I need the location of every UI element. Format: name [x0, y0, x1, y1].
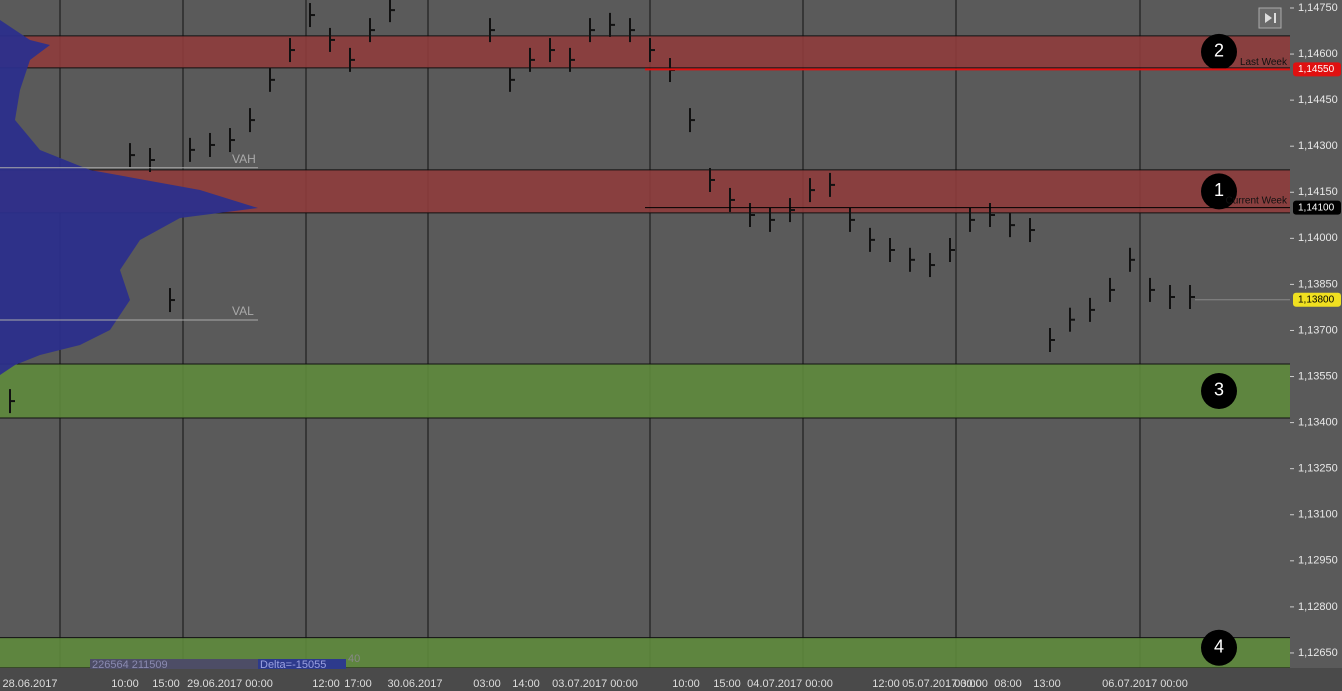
count-stats: 40: [348, 653, 360, 665]
value-area-label: VAH: [232, 152, 256, 166]
x-tick-label: 06.07.2017 00:00: [1102, 678, 1188, 690]
delta-box: [258, 659, 346, 669]
y-tick-label: 1,14000: [1298, 232, 1338, 244]
stats-box: [90, 659, 260, 669]
y-tick-label: 1,13100: [1298, 509, 1338, 521]
time-axis: [0, 668, 1342, 691]
level-label: 1,13800: [1298, 294, 1335, 305]
zone: [0, 35, 1290, 68]
x-tick-label: 08:00: [994, 678, 1022, 690]
level-tag: [1293, 292, 1341, 307]
x-tick-label: 04.07.2017 00:00: [747, 678, 833, 690]
y-tick-label: 1,12650: [1298, 647, 1338, 659]
level-label: 1,14550: [1298, 64, 1335, 75]
zone-badge: [1201, 629, 1237, 666]
x-tick-label: 17:00: [344, 678, 372, 690]
x-tick-label: 05.07.2017 00:00: [902, 678, 988, 690]
x-tick-label: 03:00: [473, 678, 501, 690]
y-tick-label: 1,13400: [1298, 417, 1338, 429]
y-tick-label: 1,14750: [1298, 2, 1338, 14]
y-tick-label: 1,14600: [1298, 48, 1338, 60]
zone-label: 4: [1214, 637, 1224, 657]
scroll-end-icon: [1265, 13, 1276, 23]
x-tick-label: 03.07.2017 00:00: [552, 678, 638, 690]
x-tick-label: 12:00: [312, 678, 340, 690]
y-tick-label: 1,13850: [1298, 278, 1338, 290]
level-tag: [1293, 62, 1341, 77]
x-tick-label: 15:00: [713, 678, 741, 690]
delta-stats: Delta=-15055: [260, 659, 326, 671]
zone-label: 1: [1214, 180, 1224, 200]
zone-label: 3: [1214, 380, 1224, 400]
y-tick-label: 1,14300: [1298, 140, 1338, 152]
y-tick-label: 1,14150: [1298, 186, 1338, 198]
volume-profile: [0, 20, 258, 375]
level-tag: [1293, 200, 1341, 215]
zone-label: 2: [1214, 41, 1224, 61]
y-tick-label: 1,12950: [1298, 555, 1338, 567]
level-name: Last Week: [1240, 57, 1288, 68]
x-tick-label: 15:00: [152, 678, 180, 690]
x-tick-label: 12:00: [872, 678, 900, 690]
zone-badge: [1201, 33, 1237, 70]
grid: [59, 0, 1141, 668]
x-tick-label: 14:00: [512, 678, 540, 690]
zone-badge: [1201, 173, 1237, 210]
x-tick-label: 10:00: [111, 678, 139, 690]
y-tick-label: 1,13550: [1298, 370, 1338, 382]
level-label: 1,14100: [1298, 202, 1335, 213]
x-tick-label: 30.06.2017: [387, 678, 442, 690]
value-area-label: VAL: [232, 304, 254, 318]
x-tick-label: 28.06.2017: [2, 678, 57, 690]
volume-stats: 226564 211509: [92, 659, 168, 671]
y-tick-label: 1,14450: [1298, 94, 1338, 106]
y-tick-label: 1,13250: [1298, 463, 1338, 475]
y-tick-label: 1,12800: [1298, 601, 1338, 613]
price-axis: [1290, 0, 1342, 668]
x-tick-label: 03:00: [954, 678, 982, 690]
level-name: Current Week: [1225, 195, 1288, 206]
zone-badge: [1201, 372, 1237, 409]
x-tick-label: 13:00: [1033, 678, 1061, 690]
x-tick-label: 10:00: [672, 678, 700, 690]
zone: [0, 363, 1290, 418]
x-tick-label: 29.06.2017 00:00: [187, 678, 273, 690]
y-tick-label: 1,13700: [1298, 324, 1338, 336]
